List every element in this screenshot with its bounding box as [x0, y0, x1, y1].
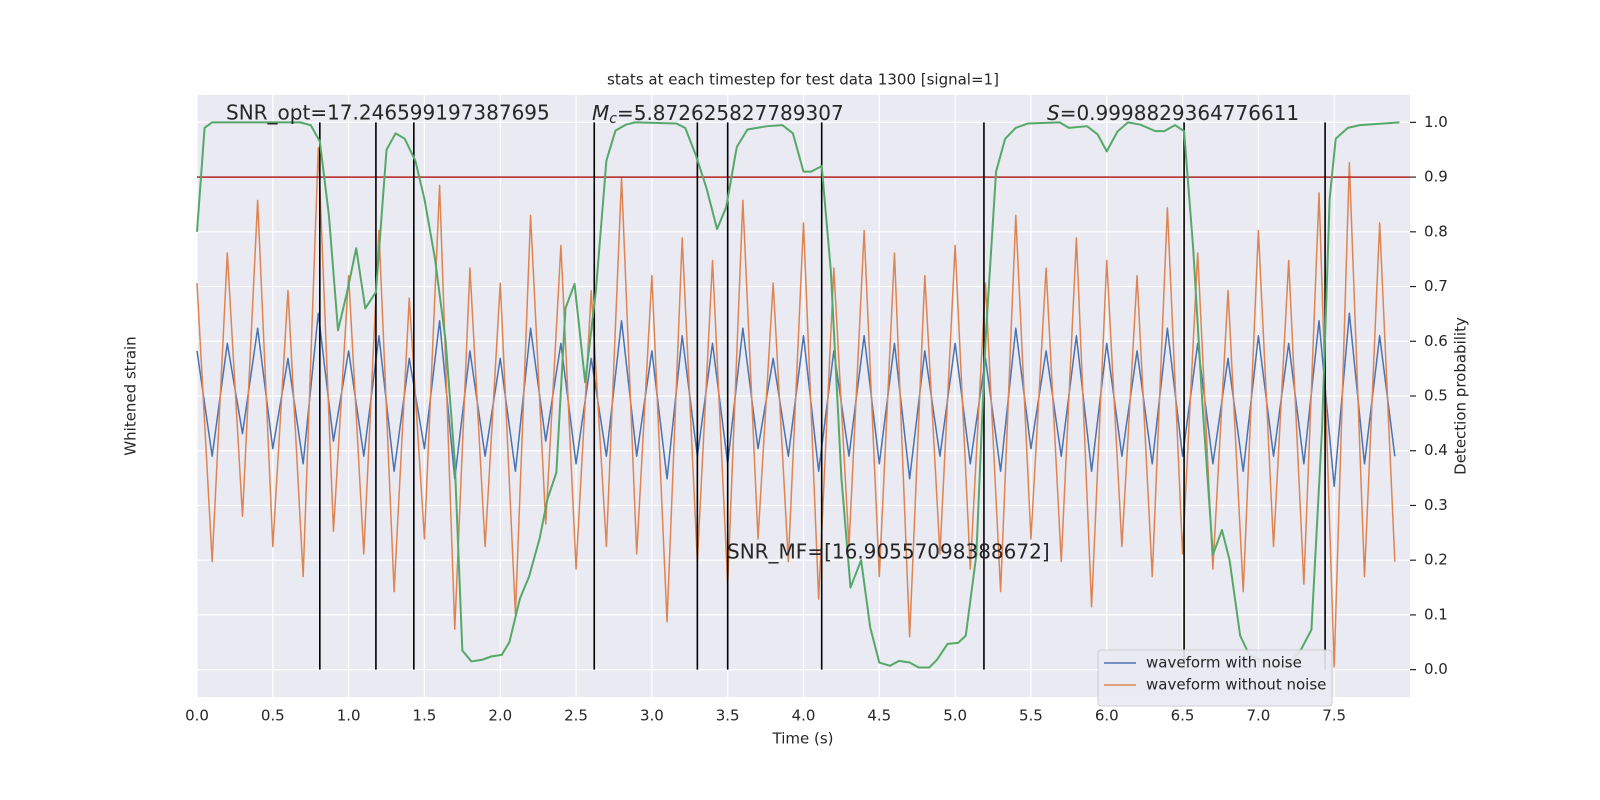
y2-tick-label: 0.3 — [1424, 496, 1448, 514]
x-tick-label: 2.5 — [564, 707, 588, 725]
y2-tick-label: 0.9 — [1424, 168, 1448, 186]
annotation: Mc=5.872625827789307 — [592, 101, 844, 128]
y2-tick-label: 0.7 — [1424, 277, 1448, 295]
legend-label: waveform without noise — [1146, 676, 1326, 694]
y2-axis-label: Detection probability — [1452, 317, 1470, 475]
annotation: S=0.9998829364776611 — [1047, 101, 1299, 125]
chart-title: stats at each timestep for test data 130… — [607, 71, 999, 89]
x-tick-label: 1.0 — [337, 707, 361, 725]
x-tick-label: 3.5 — [716, 707, 740, 725]
x-axis-label: Time (s) — [772, 730, 834, 748]
x-tick-label: 0.0 — [185, 707, 209, 725]
x-tick-label: 5.0 — [943, 707, 967, 725]
annotation-value: =5.872625827789307 — [617, 101, 844, 125]
legend: waveform with noise waveform without nois… — [1097, 649, 1333, 707]
x-tick-label: 1.5 — [413, 707, 437, 725]
y2-tick-label: 0.2 — [1424, 551, 1448, 569]
y2-tick-label: 0.6 — [1424, 332, 1448, 350]
x-tick-label: 7.0 — [1246, 707, 1270, 725]
x-tick-label: 4.5 — [867, 707, 891, 725]
annotation: SNR_opt=17.246599197387695 — [226, 101, 550, 125]
annotation-subscript: c — [609, 111, 617, 127]
y2-tick-label: 1.0 — [1424, 113, 1448, 131]
x-tick-label: 7.5 — [1322, 707, 1346, 725]
x-tick-label: 5.5 — [1019, 707, 1043, 725]
x-tick-label: 3.0 — [640, 707, 664, 725]
annotation: SNR_MF=[16.90557098388672] — [727, 540, 1050, 564]
y2-tick-label: 0.4 — [1424, 441, 1448, 459]
marks — [196, 121, 1410, 670]
annotation-symbol: M — [592, 101, 609, 125]
x-tick-label: 6.5 — [1171, 707, 1195, 725]
y2-tick-label: 0.0 — [1424, 660, 1448, 678]
annotation-symbol: S — [1047, 101, 1060, 125]
x-tick-label: 4.0 — [792, 707, 816, 725]
y-axis-label: Whitened strain — [122, 336, 140, 455]
probability-line — [196, 121, 1400, 669]
y2-tick-label: 0.5 — [1424, 387, 1448, 405]
x-tick-label: 2.0 — [488, 707, 512, 725]
y2-tick-label: 0.8 — [1424, 222, 1448, 240]
x-tick-label: 0.5 — [261, 707, 285, 725]
series-line — [196, 146, 1396, 668]
x-tick-label: 6.0 — [1095, 707, 1119, 725]
legend-label: waveform with noise — [1146, 654, 1302, 672]
legend-box — [1097, 649, 1333, 707]
annotation-value: =0.9998829364776611 — [1060, 101, 1299, 125]
y2-tick-label: 0.1 — [1424, 605, 1448, 623]
